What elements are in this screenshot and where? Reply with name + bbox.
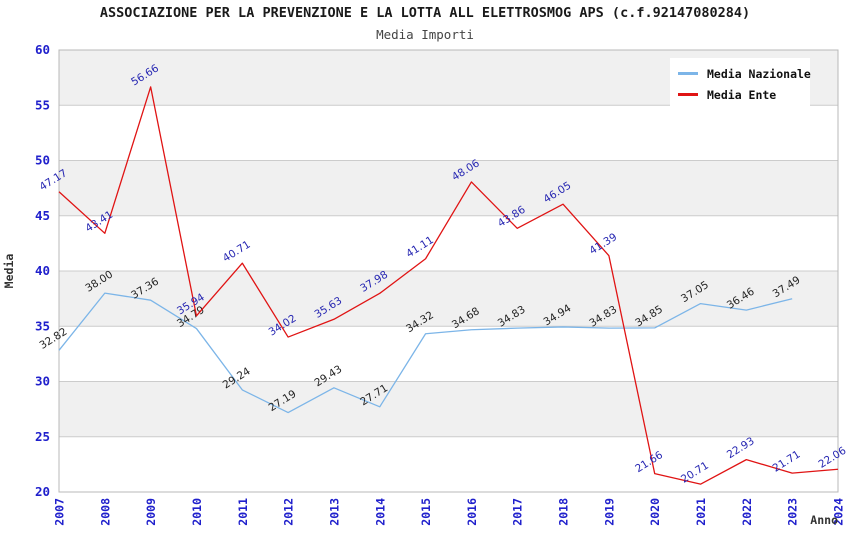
y-axis-title: Media — [2, 254, 16, 289]
legend-item-media-ente: Media Ente — [678, 84, 802, 105]
series-line-media-ente — [58, 86, 839, 485]
legend-label-media-nazionale: Media Nazionale — [707, 66, 811, 81]
y-tick-label: 55 — [35, 97, 50, 112]
chart-title: ASSOCIAZIONE PER LA PREVENZIONE E LA LOT… — [99, 5, 751, 21]
x-tick-label: 2018 — [557, 498, 571, 526]
y-tick-label: 20 — [35, 484, 50, 499]
x-tick-label: 2015 — [419, 498, 433, 526]
x-tick-label: 2013 — [327, 498, 341, 526]
x-axis-title: Anno — [810, 513, 838, 527]
x-tick-label: 2009 — [144, 498, 158, 526]
x-tick-label: 2020 — [648, 498, 662, 526]
y-tick-label: 60 — [35, 42, 50, 57]
plot-band — [59, 381, 838, 437]
plot-band — [59, 271, 838, 327]
x-tick-label: 2023 — [786, 498, 800, 526]
y-tick-label: 30 — [35, 374, 50, 389]
y-tick-label: 35 — [35, 318, 50, 333]
legend-swatch-media-ente — [678, 93, 698, 96]
plot-band — [59, 436, 838, 492]
legend: Media Nazionale Media Ente — [670, 58, 811, 110]
plot-band — [59, 160, 838, 216]
y-tick-label: 50 — [35, 153, 50, 168]
y-tick-label: 40 — [35, 263, 50, 278]
x-tick-label: 2017 — [511, 498, 525, 526]
chart-subtitle: Media Importi — [376, 27, 474, 42]
x-tick-label: 2011 — [236, 498, 250, 526]
legend-label-media-ente: Media Ente — [707, 87, 777, 102]
plot-band — [59, 105, 838, 161]
legend-swatch-media-nazionale — [678, 72, 698, 75]
plot-band — [59, 215, 838, 271]
x-tick-label: 2007 — [53, 498, 67, 526]
x-tick-label: 2014 — [373, 498, 387, 526]
y-tick-label: 45 — [35, 208, 50, 223]
x-tick-label: 2008 — [98, 498, 112, 526]
series-line-media-nazionale — [58, 292, 793, 414]
x-tick-label: 2022 — [740, 498, 754, 526]
x-tick-label: 2019 — [602, 498, 616, 526]
plot-border — [58, 49, 839, 493]
x-tick-label: 2021 — [694, 498, 708, 526]
x-tick-label: 2024 — [832, 498, 846, 526]
legend-item-media-nazionale: Media Nazionale — [678, 63, 811, 84]
x-tick-label: 2010 — [190, 498, 204, 526]
x-tick-label: 2016 — [465, 498, 479, 526]
plot-band — [59, 326, 838, 382]
x-tick-label: 2012 — [282, 498, 296, 526]
y-tick-label: 25 — [35, 429, 50, 444]
